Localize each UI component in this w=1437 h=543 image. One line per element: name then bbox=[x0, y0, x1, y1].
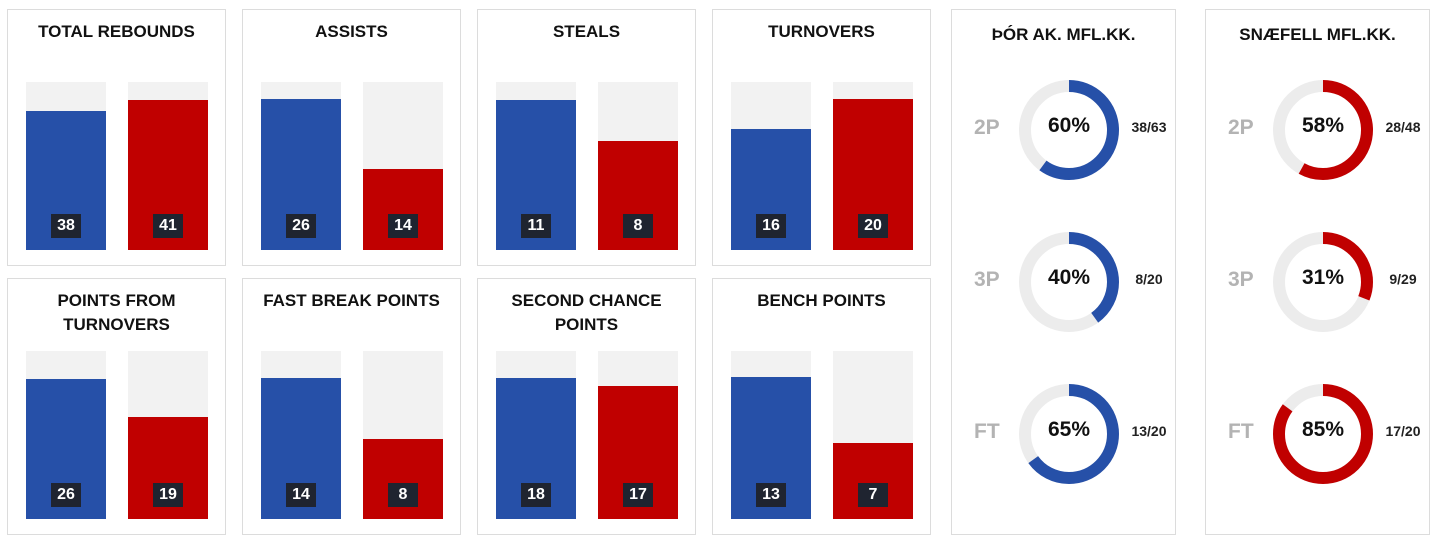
bar-value-label: 8 bbox=[623, 214, 653, 238]
shots-made-attempted: 13/20 bbox=[1131, 423, 1167, 439]
shot-row-2p: 2P 60% 38/63 bbox=[952, 78, 1175, 182]
shot-percentage: 31% bbox=[1301, 266, 1345, 289]
bar-value-label: 38 bbox=[51, 214, 81, 238]
shot-type-label: FT bbox=[1228, 420, 1254, 443]
shot-percentage: 85% bbox=[1301, 418, 1345, 441]
shot-type-label: 2P bbox=[1228, 116, 1254, 139]
ring-fill bbox=[1273, 80, 1373, 180]
shot-percentage: 40% bbox=[1047, 266, 1091, 289]
shot-row-ft: FT 85% 17/20 bbox=[1206, 382, 1429, 486]
bar-value-label: 26 bbox=[286, 214, 316, 238]
bar-value-label: 18 bbox=[521, 483, 551, 507]
shot-row-3p: 3P 40% 8/20 bbox=[952, 230, 1175, 334]
ring-fill bbox=[1019, 384, 1119, 484]
shot-type-label: 3P bbox=[1228, 268, 1254, 291]
shot-row-3p: 3P 31% 9/29 bbox=[1206, 230, 1429, 334]
shot-type-label: 3P bbox=[974, 268, 1000, 291]
stat-title: SECOND CHANCE POINTS bbox=[511, 291, 662, 334]
bar-track-team-2: 7 bbox=[833, 351, 913, 519]
bar-track-team-2: 20 bbox=[833, 82, 913, 250]
bar-track-team-1: 16 bbox=[731, 82, 811, 250]
ring-fill bbox=[1019, 80, 1119, 180]
bar-team-2 bbox=[363, 439, 443, 519]
stat-title: STEALS bbox=[552, 22, 621, 41]
bar-value-label: 19 bbox=[153, 483, 183, 507]
shots-made-attempted: 9/29 bbox=[1389, 271, 1417, 287]
ring-fill bbox=[1273, 384, 1373, 484]
bar-track-team-1: 11 bbox=[496, 82, 576, 250]
stat-title: TOTAL REBOUNDS bbox=[38, 22, 195, 41]
bar-value-label: 13 bbox=[756, 483, 786, 507]
bar-track-team-1: 26 bbox=[261, 82, 341, 250]
shots-made-attempted: 38/63 bbox=[1131, 119, 1167, 135]
bar-track-team-2: 41 bbox=[128, 82, 208, 250]
shot-type-label: 2P bbox=[974, 116, 1000, 139]
stat-panel-bench-points: BENCH POINTS 13 7 bbox=[712, 278, 931, 535]
bar-track-team-2: 17 bbox=[598, 351, 678, 519]
stat-title: TURNOVERS bbox=[768, 22, 875, 41]
bar-value-label: 8 bbox=[388, 483, 418, 507]
shot-percentage: 58% bbox=[1301, 114, 1345, 137]
bar-track-team-1: 38 bbox=[26, 82, 106, 250]
bar-track-team-1: 13 bbox=[731, 351, 811, 519]
stat-title: POINTS FROM TURNOVERS bbox=[57, 291, 176, 334]
shot-row-ft: FT 65% 13/20 bbox=[952, 382, 1175, 486]
stat-panel-assists: ASSISTS 26 14 bbox=[242, 9, 461, 266]
bar-value-label: 7 bbox=[858, 483, 888, 507]
bar-track-team-2: 8 bbox=[598, 82, 678, 250]
bar-value-label: 26 bbox=[51, 483, 81, 507]
stat-panel-points-from-turnovers: POINTS FROM TURNOVERS 26 19 bbox=[7, 278, 226, 535]
shots-made-attempted: 17/20 bbox=[1385, 423, 1421, 439]
team-name: ÞÓR AK. MFL.KK. bbox=[991, 25, 1136, 44]
bar-value-label: 11 bbox=[521, 214, 551, 238]
shots-made-attempted: 8/20 bbox=[1135, 271, 1163, 287]
bar-team-2 bbox=[833, 443, 913, 519]
bar-value-label: 20 bbox=[858, 214, 888, 238]
stat-panel-turnovers: TURNOVERS 16 20 bbox=[712, 9, 931, 266]
bar-track-team-1: 14 bbox=[261, 351, 341, 519]
bar-track-team-1: 18 bbox=[496, 351, 576, 519]
percentage-ring bbox=[1019, 80, 1119, 180]
ring-fill bbox=[1273, 232, 1373, 332]
shot-percentage: 65% bbox=[1047, 418, 1091, 441]
bar-value-label: 17 bbox=[623, 483, 653, 507]
shot-row-2p: 2P 58% 28/48 bbox=[1206, 78, 1429, 182]
stat-panel-second-chance-points: SECOND CHANCE POINTS 18 17 bbox=[477, 278, 696, 535]
bar-track-team-2: 8 bbox=[363, 351, 443, 519]
ring-fill bbox=[1019, 232, 1119, 332]
bar-track-team-2: 14 bbox=[363, 82, 443, 250]
stat-panel-total-rebounds: TOTAL REBOUNDS 38 41 bbox=[7, 9, 226, 266]
stat-title: ASSISTS bbox=[315, 22, 388, 41]
stat-panel-fast-break-points: FAST BREAK POINTS 14 8 bbox=[242, 278, 461, 535]
percentage-ring bbox=[1273, 384, 1373, 484]
shots-made-attempted: 28/48 bbox=[1385, 119, 1421, 135]
percentage-ring bbox=[1273, 232, 1373, 332]
stat-title: BENCH POINTS bbox=[757, 291, 886, 310]
stat-panel-steals: STEALS 11 8 bbox=[477, 9, 696, 266]
bar-value-label: 14 bbox=[388, 214, 418, 238]
bar-track-team-2: 19 bbox=[128, 351, 208, 519]
shot-percentage: 60% bbox=[1047, 114, 1091, 137]
percentage-ring bbox=[1273, 80, 1373, 180]
bar-value-label: 41 bbox=[153, 214, 183, 238]
percentage-ring bbox=[1019, 384, 1119, 484]
shooting-panel-sn-fell-mfl-kk: SNÆFELL MFL.KK. 2P 58% 28/48 3P 31% 9/29 FT 85% 1… bbox=[1205, 9, 1430, 535]
bar-track-team-1: 26 bbox=[26, 351, 106, 519]
shooting-panel-o-r-ak-mfl-kk: ÞÓR AK. MFL.KK. 2P 60% 38/63 3P 40% 8/20 FT 65% 1… bbox=[951, 9, 1176, 535]
bar-value-label: 16 bbox=[756, 214, 786, 238]
bar-value-label: 14 bbox=[286, 483, 316, 507]
shot-type-label: FT bbox=[974, 420, 1000, 443]
percentage-ring bbox=[1019, 232, 1119, 332]
stat-title: FAST BREAK POINTS bbox=[263, 291, 440, 310]
team-name: SNÆFELL MFL.KK. bbox=[1239, 25, 1396, 44]
